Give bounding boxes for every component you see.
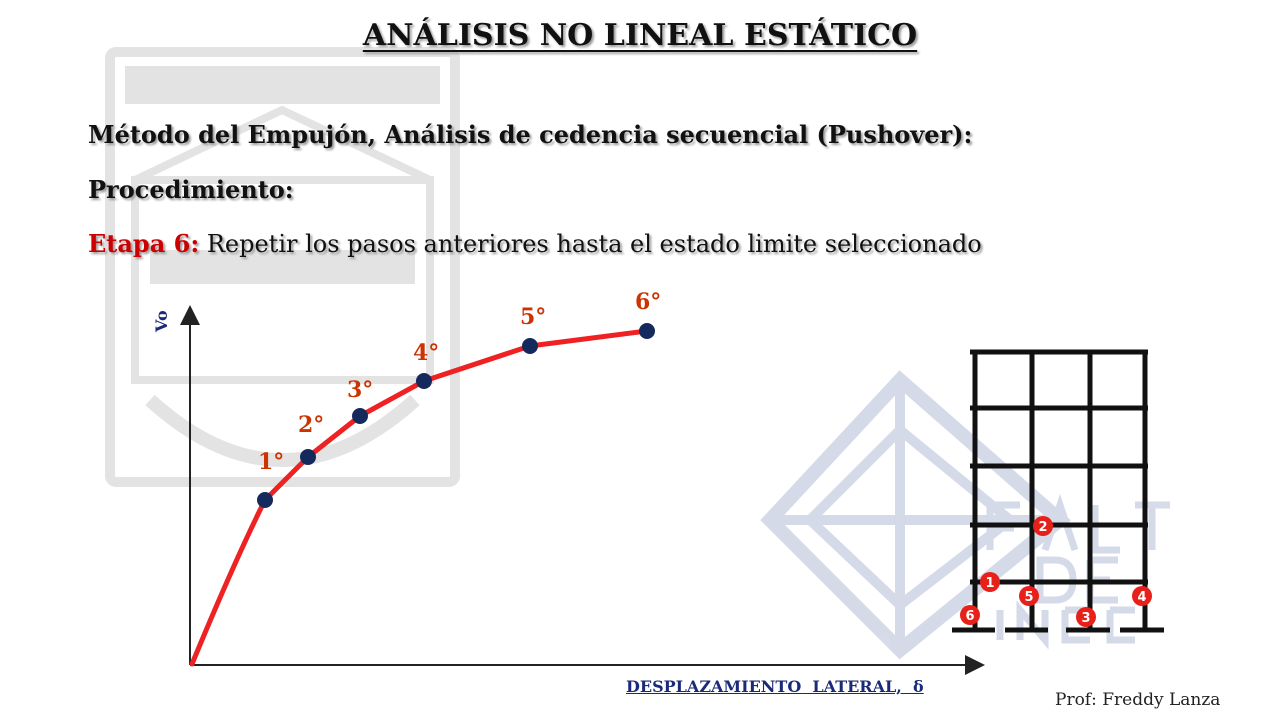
y-axis-label: Vo: [152, 310, 171, 332]
yield-point-3: [352, 408, 368, 424]
plastic-hinge-5: 5: [1019, 586, 1039, 606]
step-description: Etapa 6: Repetir los pasos anteriores ha…: [88, 229, 982, 258]
plastic-hinge-3: 3: [1076, 607, 1096, 627]
yield-point-4: [416, 373, 432, 389]
building-frame: [952, 349, 1164, 633]
yield-point-6: [639, 323, 655, 339]
capacity-curve: [189, 328, 650, 667]
step-label: Etapa 6:: [88, 229, 200, 258]
x-axis-label: DESPLAZAMIENTO LATERAL, δ: [626, 677, 924, 696]
svg-text:5: 5: [1024, 590, 1033, 605]
plastic-hinge-6: 6: [960, 605, 980, 625]
plastic-hinge-4: 4: [1132, 586, 1152, 606]
slide-title: ANÁLISIS NO LINEAL ESTÁTICO: [362, 18, 918, 53]
method-heading: Método del Empujón, Análisis de cedencia…: [88, 120, 973, 149]
svg-text:1: 1: [985, 576, 994, 591]
step-label-4: 4°: [413, 340, 439, 366]
step-label-3: 3°: [347, 377, 373, 403]
svg-text:6: 6: [965, 609, 974, 624]
procedure-heading: Procedimiento:: [88, 175, 294, 204]
yield-point-5: [522, 338, 538, 354]
author-credit: Prof: Freddy Lanza: [1055, 690, 1221, 710]
yield-point-2: [300, 449, 316, 465]
svg-text:3: 3: [1081, 611, 1090, 626]
step-label-2: 2°: [298, 412, 324, 438]
svg-text:2: 2: [1038, 520, 1047, 535]
step-label-5: 5°: [520, 304, 546, 330]
plastic-hinge-2: 2: [1033, 516, 1053, 536]
yield-point-1: [257, 492, 273, 508]
step-text: Repetir los pasos anteriores hasta el es…: [206, 230, 982, 258]
plastic-hinge-1: 1: [980, 572, 1000, 592]
step-label-6: 6°: [635, 289, 661, 315]
step-label-1: 1°: [258, 449, 284, 475]
svg-text:4: 4: [1137, 590, 1146, 605]
